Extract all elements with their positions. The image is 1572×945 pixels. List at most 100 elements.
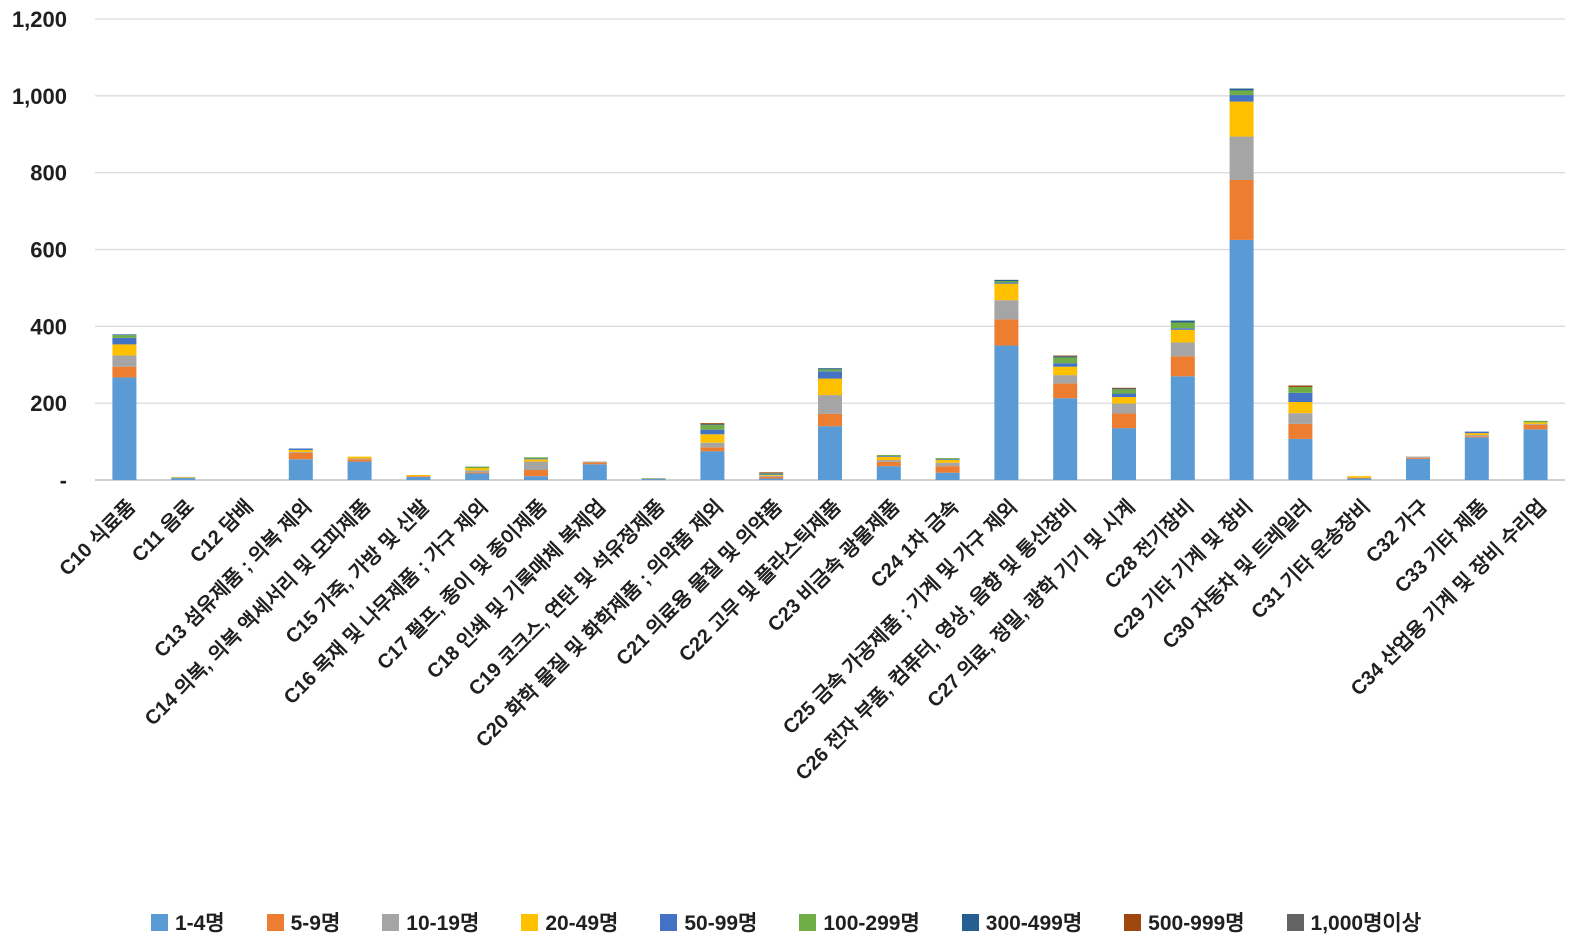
y-axis-tick-label: 600: [30, 238, 67, 263]
bar-segment: [347, 458, 372, 460]
bar-segment: [1170, 322, 1195, 329]
bar-segment: [1288, 387, 1313, 393]
legend-label: 1-4명: [174, 912, 225, 935]
legend-item: 20-49명: [521, 907, 618, 937]
legend-label: 20-49명: [545, 912, 619, 935]
bar-segment: [1464, 436, 1489, 438]
bar-segment: [818, 371, 842, 379]
legend-label: 300-499명: [985, 912, 1083, 935]
bar-segment: [1170, 328, 1195, 330]
y-axis-tick-label: 1,200: [12, 7, 67, 32]
bar-segment: [1347, 477, 1372, 479]
bar-segment: [700, 429, 725, 435]
bar-segment: [1229, 101, 1254, 137]
bar-segment: [994, 281, 1019, 283]
bar-segment: [112, 337, 137, 345]
bar-segment: [994, 319, 1019, 346]
bar-segment: [465, 472, 490, 474]
bar-segment: [876, 461, 901, 467]
bar-segment: [524, 459, 548, 462]
bar-segment: [818, 368, 842, 370]
bar-segment: [1053, 355, 1078, 357]
legend-item: 1,000명이상: [1286, 907, 1422, 937]
bar-segment: [347, 459, 372, 462]
legend-item: 100-299명: [799, 907, 920, 937]
bar-segment: [1229, 136, 1254, 180]
legend-label: 5-9명: [290, 912, 341, 935]
bar-segment: [759, 473, 784, 475]
bar-segment: [1170, 342, 1195, 357]
bar-segment: [876, 466, 901, 480]
bar-segment: [1053, 366, 1078, 376]
bar-segment: [935, 458, 960, 460]
legend-item: 10-19명: [382, 907, 479, 937]
x-axis-label: C27 의료, 정밀, 광학 기기 및 시계: [923, 495, 1140, 712]
bar-segment: [935, 466, 960, 473]
bar-segment: [465, 466, 490, 469]
bar-segment: [1112, 403, 1136, 414]
bar-segment: [1464, 435, 1489, 437]
bar-segment: [288, 459, 313, 480]
bar-segment: [524, 476, 548, 480]
bar-segment: [1229, 179, 1254, 240]
bar-segment: [1288, 438, 1313, 480]
bar-segment: [288, 450, 313, 452]
bar-segment: [759, 472, 784, 474]
bar-segment: [1347, 476, 1372, 478]
bar-segment: [1229, 88, 1254, 91]
bar-segment: [759, 474, 784, 476]
bar-segment: [1229, 90, 1254, 96]
bar-segment: [1229, 239, 1254, 480]
bar-segment: [112, 335, 137, 338]
legend-label: 10-19명: [406, 912, 480, 935]
bar-segment: [1112, 428, 1136, 480]
bar-segment: [1347, 478, 1372, 480]
bar-segment: [1170, 320, 1195, 323]
bar-segment: [112, 366, 137, 378]
legend-item: 1-4명: [150, 907, 225, 937]
legend-swatch-icon: [1286, 913, 1304, 931]
y-axis-tick-label: 1,000: [12, 84, 67, 109]
bar-segment: [406, 475, 431, 477]
bar-segment: [700, 447, 725, 452]
bar-segment: [1170, 376, 1195, 480]
bar-segment: [1464, 433, 1489, 436]
bar-segment: [1523, 429, 1548, 480]
bar-segment: [1229, 95, 1254, 102]
bar-segment: [1170, 329, 1195, 343]
bar-segment: [1053, 363, 1078, 367]
bar-segment: [1112, 387, 1136, 389]
bar-segment: [876, 460, 901, 462]
bar-segment: [994, 279, 1019, 281]
bar-segment: [1053, 375, 1078, 384]
bar-segment: [700, 442, 725, 448]
bar-segment: [1406, 458, 1430, 480]
bar-segment: [876, 456, 901, 461]
legend-label: 1,000명이상: [1310, 912, 1422, 935]
bar-segment: [1112, 393, 1136, 398]
chart-legend: 1-4명 5-9명 10-19명 20-49명 50-99명 100-299명 300-49…: [0, 907, 1572, 937]
bar-segment: [641, 478, 666, 480]
legend-item: 300-499명: [961, 907, 1083, 937]
bar-segment: [818, 369, 842, 372]
legend-swatch-icon: [266, 913, 284, 931]
bar-segment: [1464, 431, 1489, 434]
legend-label: 100-299명: [823, 912, 920, 935]
bar-segment: [818, 395, 842, 414]
bar-segment: [1053, 383, 1078, 399]
bar-segment: [582, 464, 607, 480]
bar-segment: [1170, 356, 1195, 377]
legend-item: 50-99명: [660, 907, 757, 937]
bar-segment: [1288, 413, 1313, 424]
bar-segment: [700, 423, 725, 425]
bar-segment: [935, 472, 960, 480]
bar-segment: [288, 448, 313, 451]
bar-segment: [876, 456, 901, 457]
legend-swatch-icon: [961, 913, 979, 931]
x-axis-label: C11 음료: [127, 495, 198, 566]
bar-segment: [935, 459, 960, 461]
bar-segment: [112, 344, 137, 356]
legend-label: 500-999명: [1148, 912, 1245, 935]
bar-segment: [1053, 398, 1078, 480]
